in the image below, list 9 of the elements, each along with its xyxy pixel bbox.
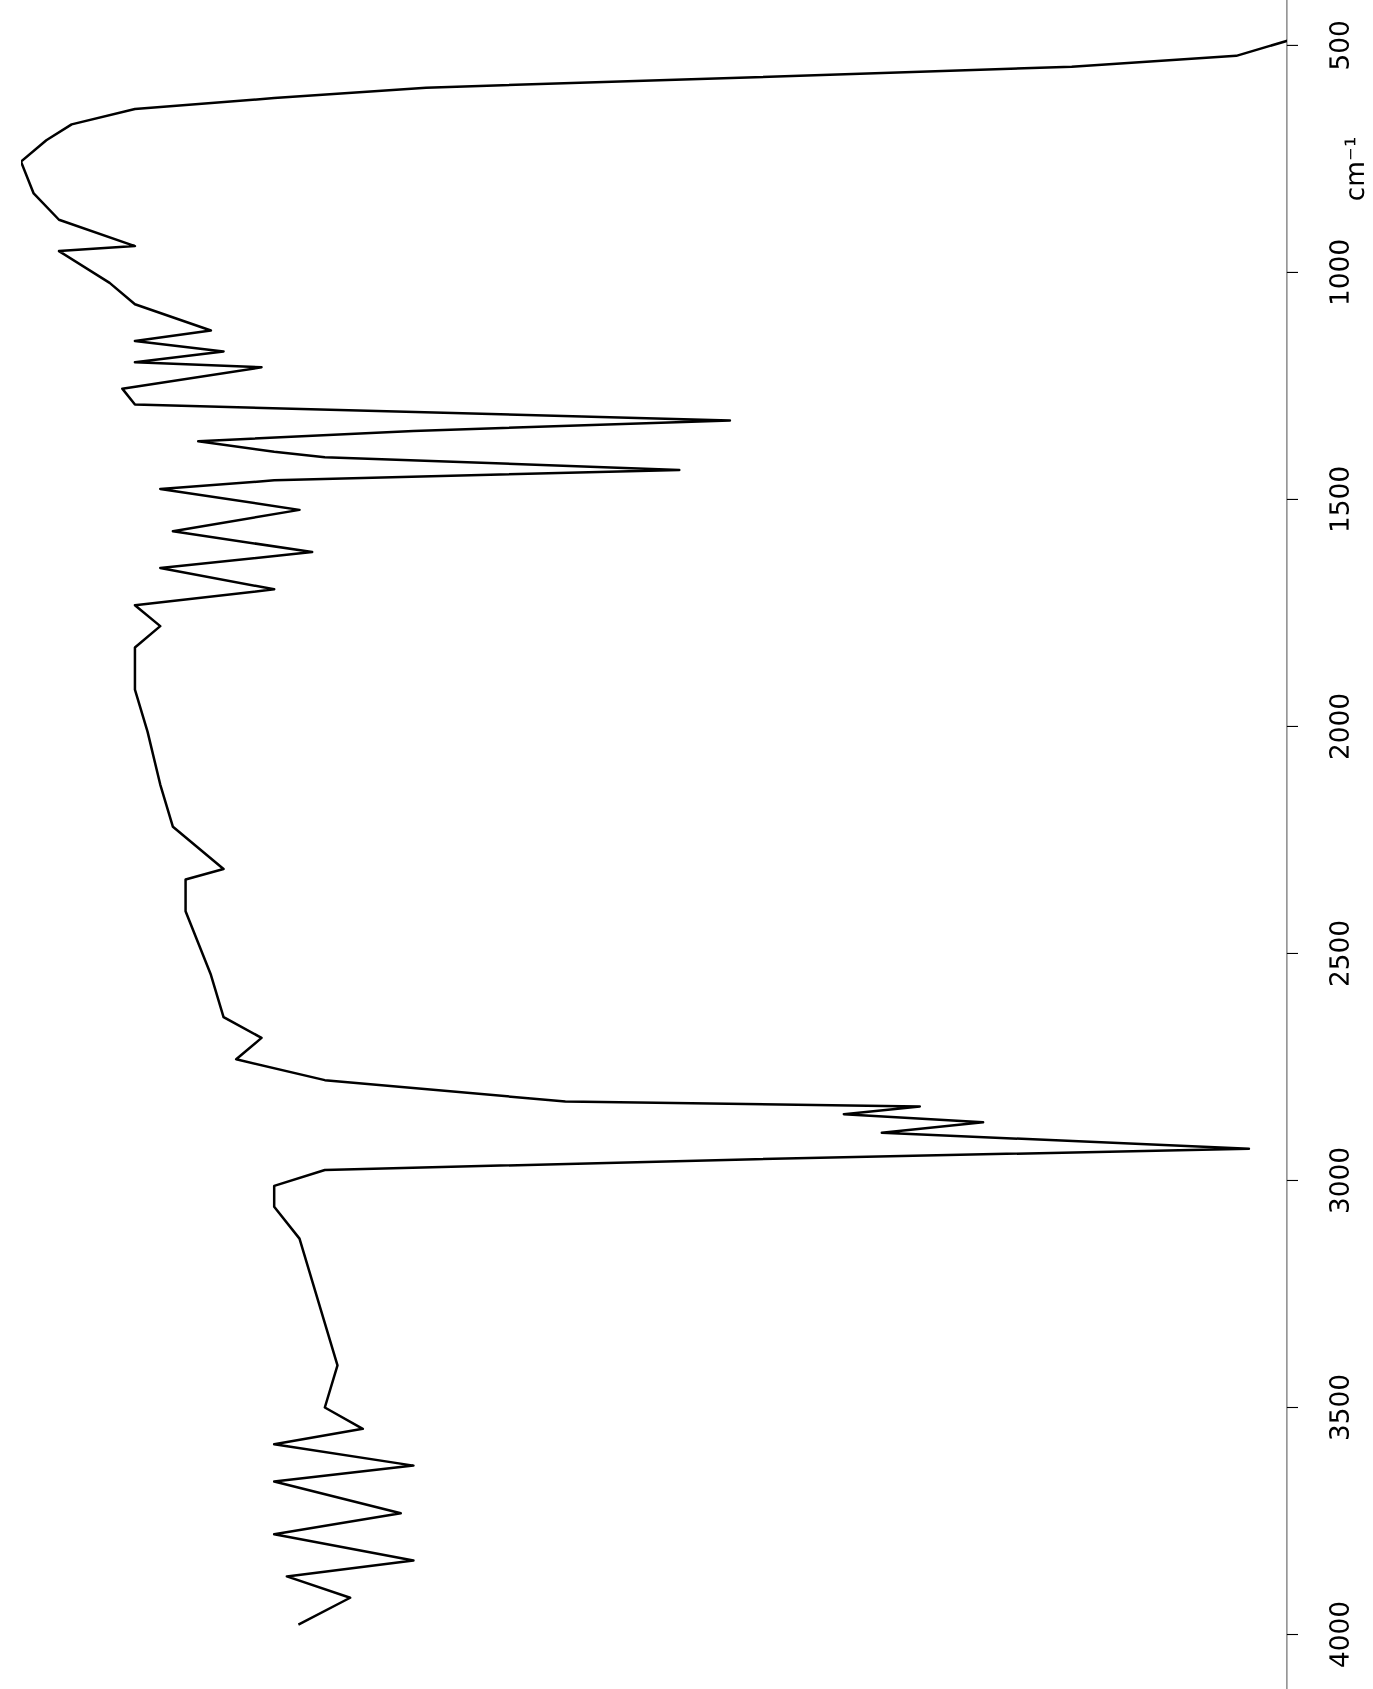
y-tick-label: 2000 — [1329, 694, 1350, 759]
y-tick-label: 3500 — [1329, 1375, 1350, 1440]
y-tick-label: 1500 — [1329, 467, 1350, 531]
y-axis-title: cm⁻¹ — [1344, 137, 1365, 200]
y-tick-label: 3000 — [1329, 1148, 1350, 1213]
y-tick-label: 500 — [1329, 21, 1350, 69]
y-tick-label: 4000 — [1329, 1602, 1350, 1667]
y-tick-label: 1000 — [1329, 240, 1350, 304]
y-tick-label: 2500 — [1329, 921, 1350, 986]
